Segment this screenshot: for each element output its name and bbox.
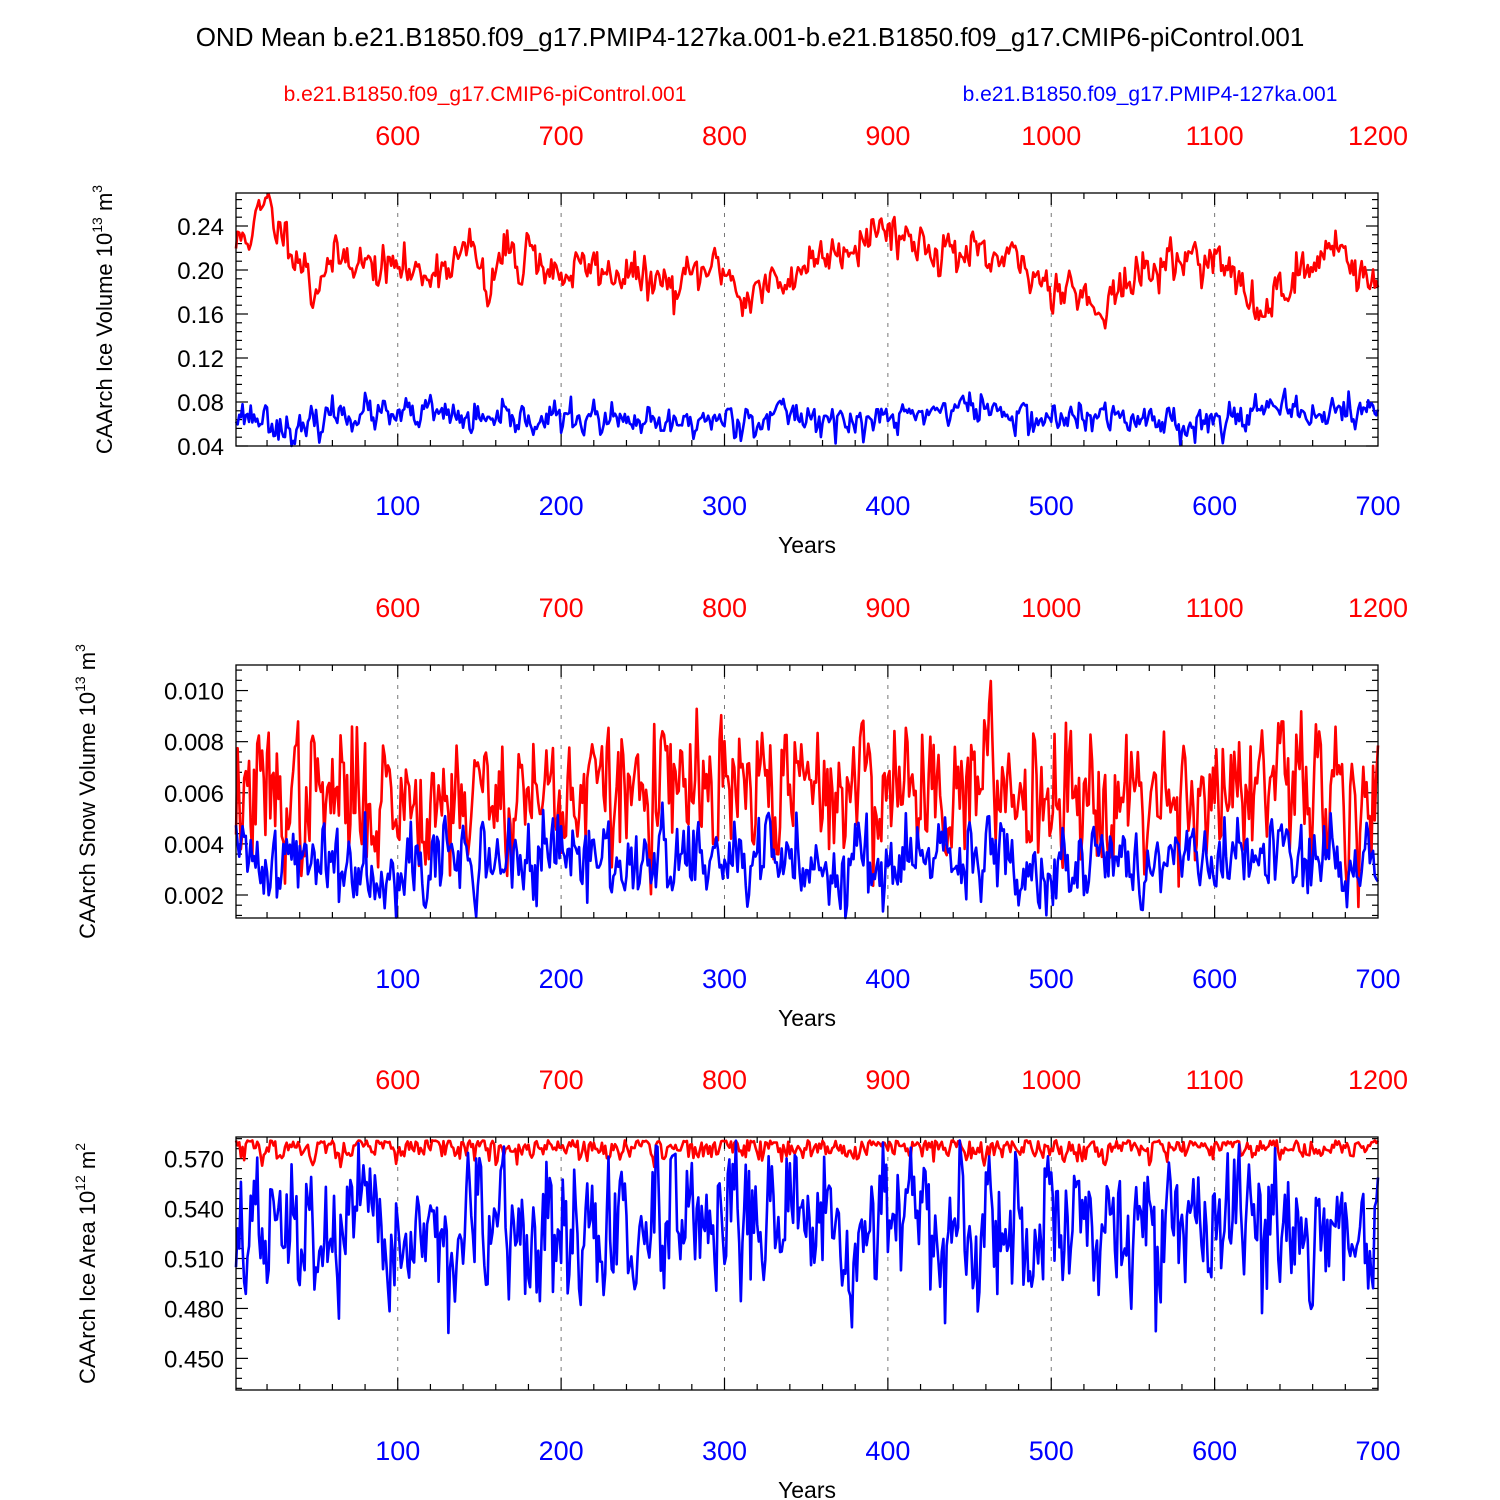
y-axis-label: CAArch Snow Volume 1013 m3 [72,644,100,939]
x-tick-label-bottom: 600 [1192,1436,1237,1466]
x-tick-label-bottom: 400 [865,1436,910,1466]
chart-title: OND Mean b.e21.B1850.f09_g17.PMIP4-127ka… [196,22,1305,52]
legend-control: b.e21.B1850.f09_g17.CMIP6-piControl.001 [284,83,687,106]
y-tick-label: 0.510 [164,1247,224,1274]
y-axis-label-main: CAArch Ice Area 10 [75,1191,100,1384]
x-tick-label-bottom: 300 [702,1436,747,1466]
y-tick-label: 0.08 [177,390,224,417]
x-tick-label-bottom: 700 [1355,1436,1400,1466]
x-tick-label-top: 800 [702,121,747,151]
y-axis-label-exp1: 13 [72,676,88,692]
x-tick-label-top: 1100 [1186,593,1244,623]
x-tick-label-top: 1100 [1186,1065,1244,1095]
x-tick-label-bottom: 300 [702,964,747,994]
y-tick-label: 0.570 [164,1147,224,1174]
y-tick-label: 0.16 [177,302,224,329]
x-tick-label-top: 1000 [1021,121,1081,151]
y-axis-label-unit: m [92,193,117,217]
series-experiment [234,801,1380,920]
y-axis-label-main: CAArch Ice Volume 10 [92,233,117,454]
x-tick-label-bottom: 400 [865,491,910,521]
plot-frame [235,664,1379,919]
x-tick-label-top: 600 [375,1065,420,1095]
panel-ice-volume: 0.04 0.08 0.12 0.16 0.20 0.24 600 700 800 900 1000… [89,121,1408,558]
y-axis-label-exp2: 3 [72,644,88,652]
y-tick-label: 0.20 [177,258,224,285]
series-control [234,192,1380,330]
x-tick-label-bottom: 100 [375,1436,420,1466]
y-tick-label: 0.004 [164,832,224,859]
y-axis-label-exp1: 13 [89,217,105,233]
x-tick-label-top: 1000 [1021,593,1081,623]
x-tick-label-top: 1200 [1348,1065,1408,1095]
y-axis-label-exp2: 3 [89,185,105,193]
y-axis-label-unit: m [75,652,100,676]
x-tick-label-top: 600 [375,593,420,623]
legend-experiment: b.e21.B1850.f09_g17.PMIP4-127ka.001 [963,83,1338,106]
plot-frame [235,192,1379,447]
x-tick-label-bottom: 700 [1355,491,1400,521]
y-tick-label: 0.450 [164,1346,224,1373]
x-tick-label-bottom: 200 [539,491,584,521]
series-experiment [234,387,1380,448]
plot-frame [235,1136,1379,1391]
x-tick-label-top: 700 [539,1065,584,1095]
y-tick-label: 0.12 [177,346,224,373]
y-axis-label-exp2: 2 [72,1143,88,1151]
x-tick-label-top: 800 [702,593,747,623]
x-tick-label-bottom: 200 [539,964,584,994]
panel-ice-area: 0.450 0.480 0.510 0.540 0.570 600 700 800 900 100… [72,1065,1408,1500]
x-tick-label-top: 1000 [1021,1065,1081,1095]
y-tick-label: 0.010 [164,679,224,706]
y-tick-label: 0.480 [164,1296,224,1323]
y-axis-label-exp1: 12 [72,1175,88,1191]
x-tick-label-top: 800 [702,1065,747,1095]
x-tick-label-top: 900 [865,1065,910,1095]
y-tick-label: 0.04 [177,434,224,461]
series-experiment [234,1139,1380,1335]
x-tick-label-bottom: 500 [1029,964,1074,994]
x-tick-label-bottom: 100 [375,491,420,521]
y-axis-label: CAArch Ice Area 1012 m2 [72,1143,100,1384]
x-tick-label-top: 1100 [1186,121,1244,151]
x-tick-label-bottom: 600 [1192,491,1237,521]
x-tick-label-bottom: 100 [375,964,420,994]
x-tick-label-top: 900 [865,121,910,151]
x-tick-label-bottom: 500 [1029,491,1074,521]
y-tick-label: 0.540 [164,1197,224,1224]
series-control [234,1139,1380,1169]
y-tick-label: 0.002 [164,883,224,910]
x-tick-label-bottom: 300 [702,491,747,521]
x-tick-label-bottom: 600 [1192,964,1237,994]
x-tick-label-top: 900 [865,593,910,623]
x-axis-label: Years [778,532,836,558]
x-tick-label-top: 600 [375,121,420,151]
y-axis-label-unit: m [75,1151,100,1175]
x-tick-label-bottom: 500 [1029,1436,1074,1466]
x-tick-label-top: 700 [539,593,584,623]
y-tick-label: 0.008 [164,730,224,757]
series-control [234,679,1380,909]
y-axis-label-main: CAArch Snow Volume 10 [75,692,100,939]
x-tick-label-bottom: 400 [865,964,910,994]
y-tick-label: 0.24 [177,214,224,241]
y-tick-label: 0.006 [164,781,224,808]
x-tick-label-bottom: 200 [539,1436,584,1466]
x-tick-label-top: 700 [539,121,584,151]
panel-snow-volume: 0.002 0.004 0.006 0.008 0.010 600 700 800 900 100… [72,593,1408,1031]
x-tick-label-bottom: 700 [1355,964,1400,994]
x-axis-label: Years [778,1477,836,1500]
x-tick-label-top: 1200 [1348,593,1408,623]
y-axis-label: CAArch Ice Volume 1013 m3 [89,185,117,454]
x-axis-label: Years [778,1005,836,1031]
x-tick-label-top: 1200 [1348,121,1408,151]
